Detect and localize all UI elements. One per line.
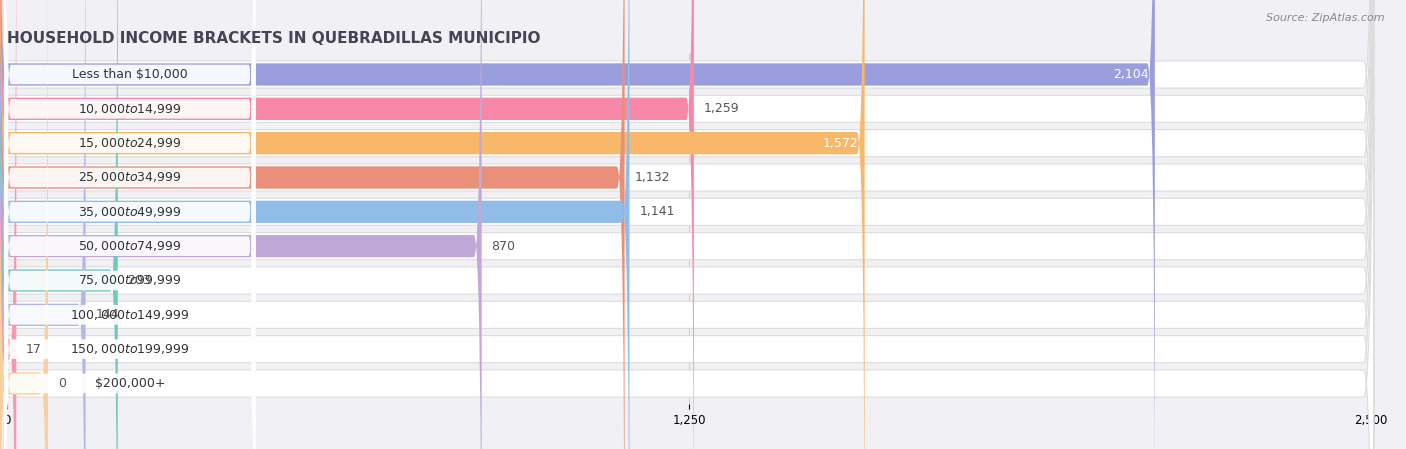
Text: $75,000 to $99,999: $75,000 to $99,999 — [77, 273, 181, 287]
FancyBboxPatch shape — [0, 0, 1374, 449]
FancyBboxPatch shape — [0, 0, 1374, 449]
Text: $100,000 to $149,999: $100,000 to $149,999 — [70, 308, 190, 322]
FancyBboxPatch shape — [0, 0, 1374, 449]
FancyBboxPatch shape — [0, 0, 1374, 449]
FancyBboxPatch shape — [0, 0, 865, 449]
FancyBboxPatch shape — [0, 0, 630, 449]
Text: $35,000 to $49,999: $35,000 to $49,999 — [77, 205, 181, 219]
FancyBboxPatch shape — [0, 0, 1374, 449]
Text: $150,000 to $199,999: $150,000 to $199,999 — [70, 342, 190, 356]
Text: 2,104: 2,104 — [1112, 68, 1149, 81]
FancyBboxPatch shape — [0, 0, 624, 449]
FancyBboxPatch shape — [0, 0, 693, 449]
Text: $25,000 to $34,999: $25,000 to $34,999 — [77, 171, 181, 185]
Text: 1,132: 1,132 — [634, 171, 669, 184]
Text: $10,000 to $14,999: $10,000 to $14,999 — [77, 102, 181, 116]
Text: 0: 0 — [58, 377, 66, 390]
FancyBboxPatch shape — [0, 0, 1154, 449]
FancyBboxPatch shape — [0, 0, 118, 449]
Text: 17: 17 — [27, 343, 42, 356]
FancyBboxPatch shape — [4, 0, 256, 449]
Text: 144: 144 — [96, 308, 120, 321]
FancyBboxPatch shape — [4, 0, 256, 449]
FancyBboxPatch shape — [0, 0, 1374, 449]
FancyBboxPatch shape — [0, 0, 48, 449]
FancyBboxPatch shape — [4, 0, 256, 449]
FancyBboxPatch shape — [0, 0, 86, 449]
FancyBboxPatch shape — [0, 0, 482, 449]
FancyBboxPatch shape — [4, 0, 256, 449]
FancyBboxPatch shape — [0, 0, 1374, 449]
Text: 1,572: 1,572 — [823, 136, 858, 150]
FancyBboxPatch shape — [4, 0, 256, 449]
Text: HOUSEHOLD INCOME BRACKETS IN QUEBRADILLAS MUNICIPIO: HOUSEHOLD INCOME BRACKETS IN QUEBRADILLA… — [7, 31, 540, 46]
FancyBboxPatch shape — [4, 0, 256, 449]
FancyBboxPatch shape — [4, 0, 256, 449]
FancyBboxPatch shape — [0, 0, 1374, 449]
Text: $15,000 to $24,999: $15,000 to $24,999 — [77, 136, 181, 150]
Text: Source: ZipAtlas.com: Source: ZipAtlas.com — [1267, 13, 1385, 23]
FancyBboxPatch shape — [4, 0, 256, 449]
FancyBboxPatch shape — [4, 0, 256, 449]
Text: 203: 203 — [128, 274, 152, 287]
Text: 1,141: 1,141 — [640, 205, 675, 218]
FancyBboxPatch shape — [4, 0, 256, 449]
Text: 1,259: 1,259 — [703, 102, 740, 115]
FancyBboxPatch shape — [0, 0, 1374, 449]
Text: $200,000+: $200,000+ — [94, 377, 165, 390]
Text: Less than $10,000: Less than $10,000 — [72, 68, 187, 81]
Text: 870: 870 — [492, 240, 516, 253]
FancyBboxPatch shape — [0, 0, 1374, 449]
FancyBboxPatch shape — [0, 0, 17, 449]
Text: $50,000 to $74,999: $50,000 to $74,999 — [77, 239, 181, 253]
